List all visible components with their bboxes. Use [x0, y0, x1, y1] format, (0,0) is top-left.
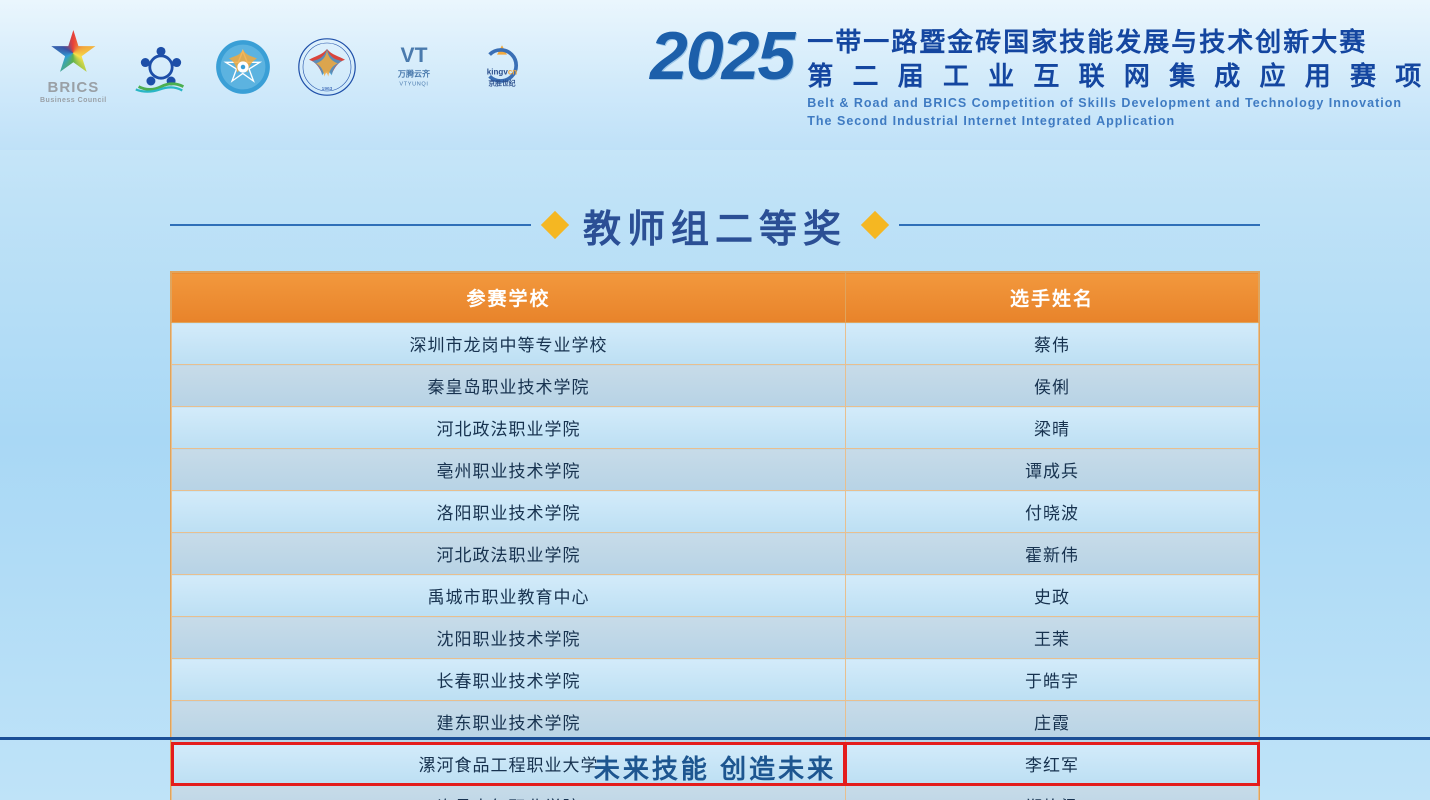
title-divider-right — [899, 224, 1260, 226]
title-block: 2025 一带一路暨金砖国家技能发展与技术创新大赛 第 二 届 工 业 互 联 … — [650, 22, 1427, 131]
name-cell-11: 郑栋梁 — [845, 785, 1258, 800]
name-cell-7: 王茉 — [845, 617, 1258, 659]
table-row-8[interactable]: 长春职业技术学院 于皓宇 — [172, 659, 1259, 701]
table-row-0[interactable]: 深圳市龙岗中等专业学校 蔡伟 — [172, 323, 1259, 365]
title-cn-line1: 一带一路暨金砖国家技能发展与技术创新大赛 — [807, 26, 1427, 60]
table-row-5[interactable]: 河北政法职业学院 霍新伟 — [172, 533, 1259, 575]
school-cell-6: 禹城市职业教育中心 — [172, 575, 846, 617]
table-row-11[interactable]: 许昌电气职业学院 郑栋梁 — [172, 785, 1259, 800]
logo-brics: BRICS Business Council — [40, 30, 107, 104]
table-row-4[interactable]: 洛阳职业技术学院 付晓波 — [172, 491, 1259, 533]
column-header-name: 选手姓名 — [845, 273, 1258, 323]
brics-star-icon — [50, 30, 96, 76]
name-cell-6: 史政 — [845, 575, 1258, 617]
logo-circle-star — [215, 39, 271, 95]
name-cell-5: 霍新伟 — [845, 533, 1258, 575]
title-divider-left — [170, 224, 531, 226]
school-cell-5: 河北政法职业学院 — [172, 533, 846, 575]
school-cell-2: 河北政法职业学院 — [172, 407, 846, 449]
table-body: 深圳市龙岗中等专业学校 蔡伟 秦皇岛职业技术学院 侯俐 河北政法职业学院 梁晴 … — [172, 323, 1259, 800]
brics-subtext-label: Business Council — [40, 97, 107, 104]
svg-text:1963: 1963 — [321, 86, 332, 92]
footer-bar: 未来技能 创造未来 — [0, 749, 1430, 786]
name-cell-0: 蔡伟 — [845, 323, 1258, 365]
circle-star-icon — [215, 39, 271, 95]
svg-text:VTYUNQI: VTYUNQI — [399, 81, 428, 87]
table-header-row: 参赛学校 选手姓名 — [172, 273, 1259, 323]
logo-vtyunqi: VT 万腾云齐 VTYUNQI — [383, 36, 445, 98]
brics-text-label: BRICS — [48, 80, 100, 97]
school-cell-3: 亳州职业技术学院 — [172, 449, 846, 491]
name-cell-1: 侯俐 — [845, 365, 1258, 407]
column-header-school: 参赛学校 — [172, 273, 846, 323]
logo-college-seal: 1963 — [297, 37, 357, 97]
logo-blue-flower — [133, 39, 189, 95]
svg-text:VT: VT — [400, 44, 427, 67]
college-seal-icon: 1963 — [297, 37, 357, 97]
name-cell-2: 梁晴 — [845, 407, 1258, 449]
name-cell-8: 于皓宇 — [845, 659, 1258, 701]
svg-text:万腾云齐: 万腾云齐 — [397, 68, 431, 78]
name-cell-3: 谭成兵 — [845, 449, 1258, 491]
school-cell-11: 许昌电气职业学院 — [172, 785, 846, 800]
slide-page: BRICS Business Council — [0, 0, 1430, 800]
section-title-text: 教师组二等奖 — [579, 198, 851, 253]
diamond-left-icon — [541, 211, 569, 239]
year-label: 2025 — [650, 22, 793, 90]
school-cell-0: 深圳市龙岗中等专业学校 — [172, 323, 846, 365]
title-cn-line2: 第 二 届 工 业 互 联 网 集 成 应 用 赛 项 — [807, 60, 1427, 94]
name-cell-4: 付晓波 — [845, 491, 1258, 533]
header-bar: BRICS Business Council — [0, 0, 1430, 150]
title-lines: 一带一路暨金砖国家技能发展与技术创新大赛 第 二 届 工 业 互 联 网 集 成… — [807, 22, 1427, 131]
diamond-right-icon — [861, 211, 889, 239]
svg-text:kingvcn: kingvcn — [487, 67, 518, 76]
table-row-3[interactable]: 亳州职业技术学院 谭成兵 — [172, 449, 1259, 491]
kingvcn-icon: kingvcn 京胜世纪 — [471, 36, 533, 98]
vtyunqi-icon: VT 万腾云齐 VTYUNQI — [383, 36, 445, 98]
footer-divider — [0, 737, 1430, 740]
school-cell-8: 长春职业技术学院 — [172, 659, 846, 701]
table-row-6[interactable]: 禹城市职业教育中心 史政 — [172, 575, 1259, 617]
results-table-wrap: 参赛学校 选手姓名 深圳市龙岗中等专业学校 蔡伟 秦皇岛职业技术学院 侯俐 河北… — [170, 271, 1260, 800]
logo-kingvcn: kingvcn 京胜世纪 — [471, 36, 533, 98]
section-title-row: 教师组二等奖 — [170, 205, 1260, 245]
school-cell-7: 沈阳职业技术学院 — [172, 617, 846, 659]
school-cell-4: 洛阳职业技术学院 — [172, 491, 846, 533]
blue-flower-icon — [133, 39, 189, 95]
results-table: 参赛学校 选手姓名 深圳市龙岗中等专业学校 蔡伟 秦皇岛职业技术学院 侯俐 河北… — [171, 272, 1259, 800]
title-en-line1: Belt & Road and BRICS Competition of Ski… — [807, 94, 1427, 113]
table-row-2[interactable]: 河北政法职业学院 梁晴 — [172, 407, 1259, 449]
logo-row: BRICS Business Council — [40, 30, 533, 104]
footer-text-label: 未来技能 创造未来 — [0, 749, 1430, 786]
title-en-line2: The Second Industrial Internet Integrate… — [807, 112, 1427, 131]
table-row-1[interactable]: 秦皇岛职业技术学院 侯俐 — [172, 365, 1259, 407]
school-cell-1: 秦皇岛职业技术学院 — [172, 365, 846, 407]
table-row-7[interactable]: 沈阳职业技术学院 王茉 — [172, 617, 1259, 659]
